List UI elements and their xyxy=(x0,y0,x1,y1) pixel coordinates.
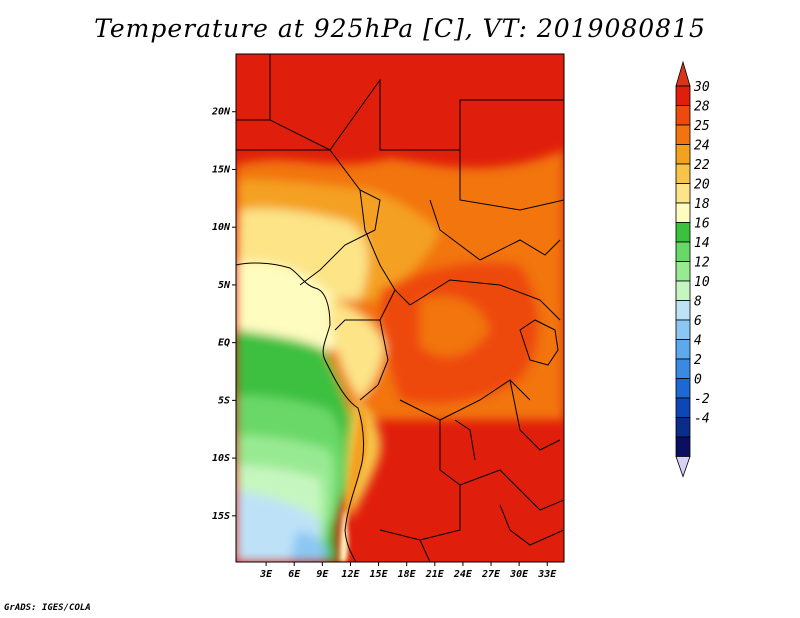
colorbar-label: 10 xyxy=(694,275,710,290)
latitude-axis: 20N 15N 10N 5N EQ 5S 10S 15S xyxy=(211,107,236,522)
colorbar-label: 0 xyxy=(694,373,702,388)
lat-tick-label: 15S xyxy=(212,511,230,522)
lon-tick-label: 24E xyxy=(453,569,473,580)
colorbar-swatch xyxy=(675,358,691,379)
colorbar-label: 12 xyxy=(694,256,710,271)
colorbar-swatch xyxy=(675,202,691,223)
lon-tick-label: 9E xyxy=(316,569,329,580)
colorbar-swatch xyxy=(675,163,691,184)
colorbar-swatch xyxy=(675,261,691,282)
temperature-field xyxy=(236,54,564,562)
colorbar-swatch xyxy=(675,280,691,301)
colorbar-swatch xyxy=(675,300,691,321)
lon-tick-label: 12E xyxy=(341,569,360,580)
lat-tick-label: 15N xyxy=(212,164,231,175)
lon-tick-label: 21E xyxy=(425,569,445,580)
colorbar-top-cap xyxy=(675,60,691,87)
lon-tick-label: 27E xyxy=(481,569,501,580)
colorbar-swatch xyxy=(675,85,691,106)
colorbar-swatch xyxy=(675,124,691,145)
colorbar-label: 4 xyxy=(694,334,702,349)
colorbar-swatch xyxy=(675,397,691,418)
colorbar-label: 24 xyxy=(694,139,710,154)
colorbar-bottom-cap xyxy=(675,456,691,478)
lat-tick-label: 20N xyxy=(211,107,231,118)
colorbar-label: 16 xyxy=(694,217,710,232)
colorbar-label: 28 xyxy=(694,100,710,115)
colorbar-swatch xyxy=(675,144,691,165)
colorbar-label: 8 xyxy=(694,295,702,310)
colorbar-swatch xyxy=(675,436,691,457)
lon-tick-label: 15E xyxy=(370,569,389,580)
lon-tick-label: 6E xyxy=(288,569,301,580)
longitude-axis: 3E 6E 9E 12E 15E 18E 21E 24E 27E 30E 33E xyxy=(259,562,557,580)
lat-tick-label: 10S xyxy=(212,453,230,464)
lon-tick-label: 30E xyxy=(509,569,529,580)
colorbar-label: 22 xyxy=(694,158,710,173)
colorbar-swatch xyxy=(675,378,691,399)
colorbar-swatch xyxy=(675,319,691,340)
colorbar-label: 20 xyxy=(694,178,710,193)
lat-tick-label: 10N xyxy=(212,222,231,233)
lat-tick-label: 5N xyxy=(218,280,231,291)
colorbar-swatch xyxy=(675,183,691,204)
lat-tick-label: EQ xyxy=(218,338,230,349)
colorbar-swatch xyxy=(675,105,691,126)
chart-title: Temperature at 925hPa [C], VT: 201908081… xyxy=(94,14,706,43)
colorbar-label: 14 xyxy=(694,236,710,251)
map-frame xyxy=(235,53,565,563)
lon-tick-label: 33E xyxy=(537,569,557,580)
lon-tick-label: 18E xyxy=(398,569,417,580)
colorbar-label: -4 xyxy=(694,412,710,427)
colorbar-label: 30 xyxy=(693,80,710,95)
colorbar-swatch xyxy=(675,222,691,243)
colorbar-swatch xyxy=(675,339,691,360)
colorbar-swatch xyxy=(675,417,691,438)
colorbar-label: 25 xyxy=(694,119,710,134)
colorbar-swatch xyxy=(675,241,691,262)
credit-text: GrADS: IGES/COLA xyxy=(4,603,91,613)
lon-tick-label: 3E xyxy=(259,569,273,580)
colorbar-label: -2 xyxy=(694,392,710,407)
map-borders xyxy=(236,54,564,562)
lat-tick-label: 5S xyxy=(218,395,230,406)
colorbar-label: 2 xyxy=(694,353,702,368)
colorbar-label: 6 xyxy=(694,314,702,329)
colorbar-label: 18 xyxy=(694,197,710,212)
